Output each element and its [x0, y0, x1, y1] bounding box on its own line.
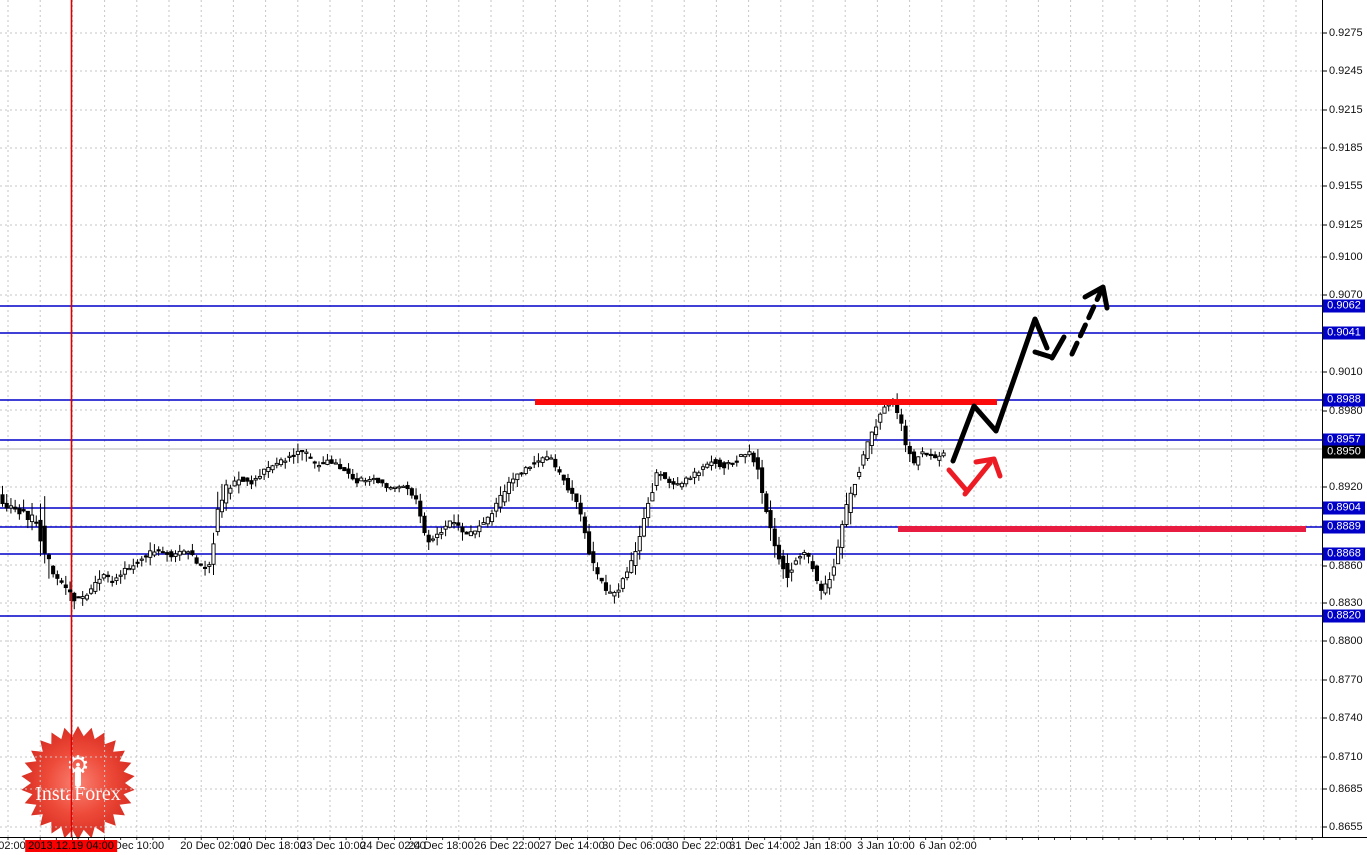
- level-price-label: 0.8988: [1323, 393, 1365, 407]
- grid: [0, 0, 1322, 837]
- level-price-label: 0.9062: [1323, 299, 1365, 313]
- price-tick-label: 0.8655: [1329, 821, 1363, 833]
- level-price-label: 0.9041: [1323, 326, 1365, 340]
- level-price-label: 0.8957: [1323, 433, 1365, 447]
- time-tick-label: 24 Dec 02:00: [360, 840, 426, 852]
- price-tick-label: 0.8770: [1329, 674, 1363, 686]
- price-tick-label: 0.8980: [1329, 405, 1363, 417]
- price-tick-label: 0.9010: [1329, 366, 1363, 378]
- time-tick-label: 23 Dec 10:00: [300, 840, 366, 852]
- price-tick-label: 0.9070: [1329, 289, 1363, 301]
- time-tick-label: 26 Dec 22:00: [474, 840, 540, 852]
- time-tick-label: 31 Dec 14:00: [729, 840, 795, 852]
- level-price-label: 0.8820: [1323, 609, 1365, 623]
- level-price-label: 0.8868: [1323, 547, 1365, 561]
- time-tick-label: 30 Dec 22:00: [666, 840, 732, 852]
- time-tick-label: 20 Dec 18:00: [240, 840, 306, 852]
- price-tick-label: 0.8710: [1329, 751, 1363, 763]
- gear-column: [75, 767, 81, 787]
- price-tick-label: 0.9155: [1329, 180, 1363, 192]
- level-price-label: 0.8904: [1323, 501, 1365, 515]
- price-tick-label: 0.9245: [1329, 65, 1363, 77]
- price-tick-label: 0.9100: [1329, 251, 1363, 263]
- time-tick-label: Dec 10:00: [113, 840, 165, 852]
- price-tick-label: 0.8830: [1329, 597, 1363, 609]
- red-correction-arrow[interactable]: [946, 456, 1003, 497]
- price-tick-label: 0.8740: [1329, 712, 1363, 724]
- time-tick-label: 3 Jan 10:00: [857, 840, 915, 852]
- event-date-label: 2013.12.19 04:00: [25, 840, 117, 852]
- price-tick-label: 0.8800: [1329, 635, 1363, 647]
- black-forecast-arrow[interactable]: [950, 284, 1110, 464]
- price-tick-label: 0.9185: [1329, 142, 1363, 154]
- time-tick-label: 27 Dec 14:00: [539, 840, 605, 852]
- time-tick-label: 02:00: [0, 840, 26, 852]
- time-tick-label: 30 Dec 06:00: [602, 840, 668, 852]
- time-tick-label: 2 Jan 18:00: [794, 840, 852, 852]
- time-tick-label: 24 Dec 18:00: [408, 840, 474, 852]
- price-tick-label: 0.9275: [1329, 27, 1363, 39]
- current-price-label: 0.8950: [1323, 445, 1365, 459]
- time-axis[interactable]: 02:00 2013.12.19 04:00 Dec 10:00 20 Dec 02:…: [0, 838, 1367, 855]
- level-price-label: 0.8889: [1323, 520, 1365, 534]
- price-tick-label: 0.8920: [1329, 481, 1363, 493]
- price-tick-label: 0.8685: [1329, 783, 1363, 795]
- price-tick-label: 0.8860: [1329, 560, 1363, 572]
- time-tick-label: 6 Jan 02:00: [919, 840, 977, 852]
- price-tick-label: 0.9125: [1329, 219, 1363, 231]
- time-tick-label: 20 Dec 02:00: [180, 840, 246, 852]
- price-tick-label: 0.9215: [1329, 104, 1363, 116]
- candlesticks: [0, 393, 946, 610]
